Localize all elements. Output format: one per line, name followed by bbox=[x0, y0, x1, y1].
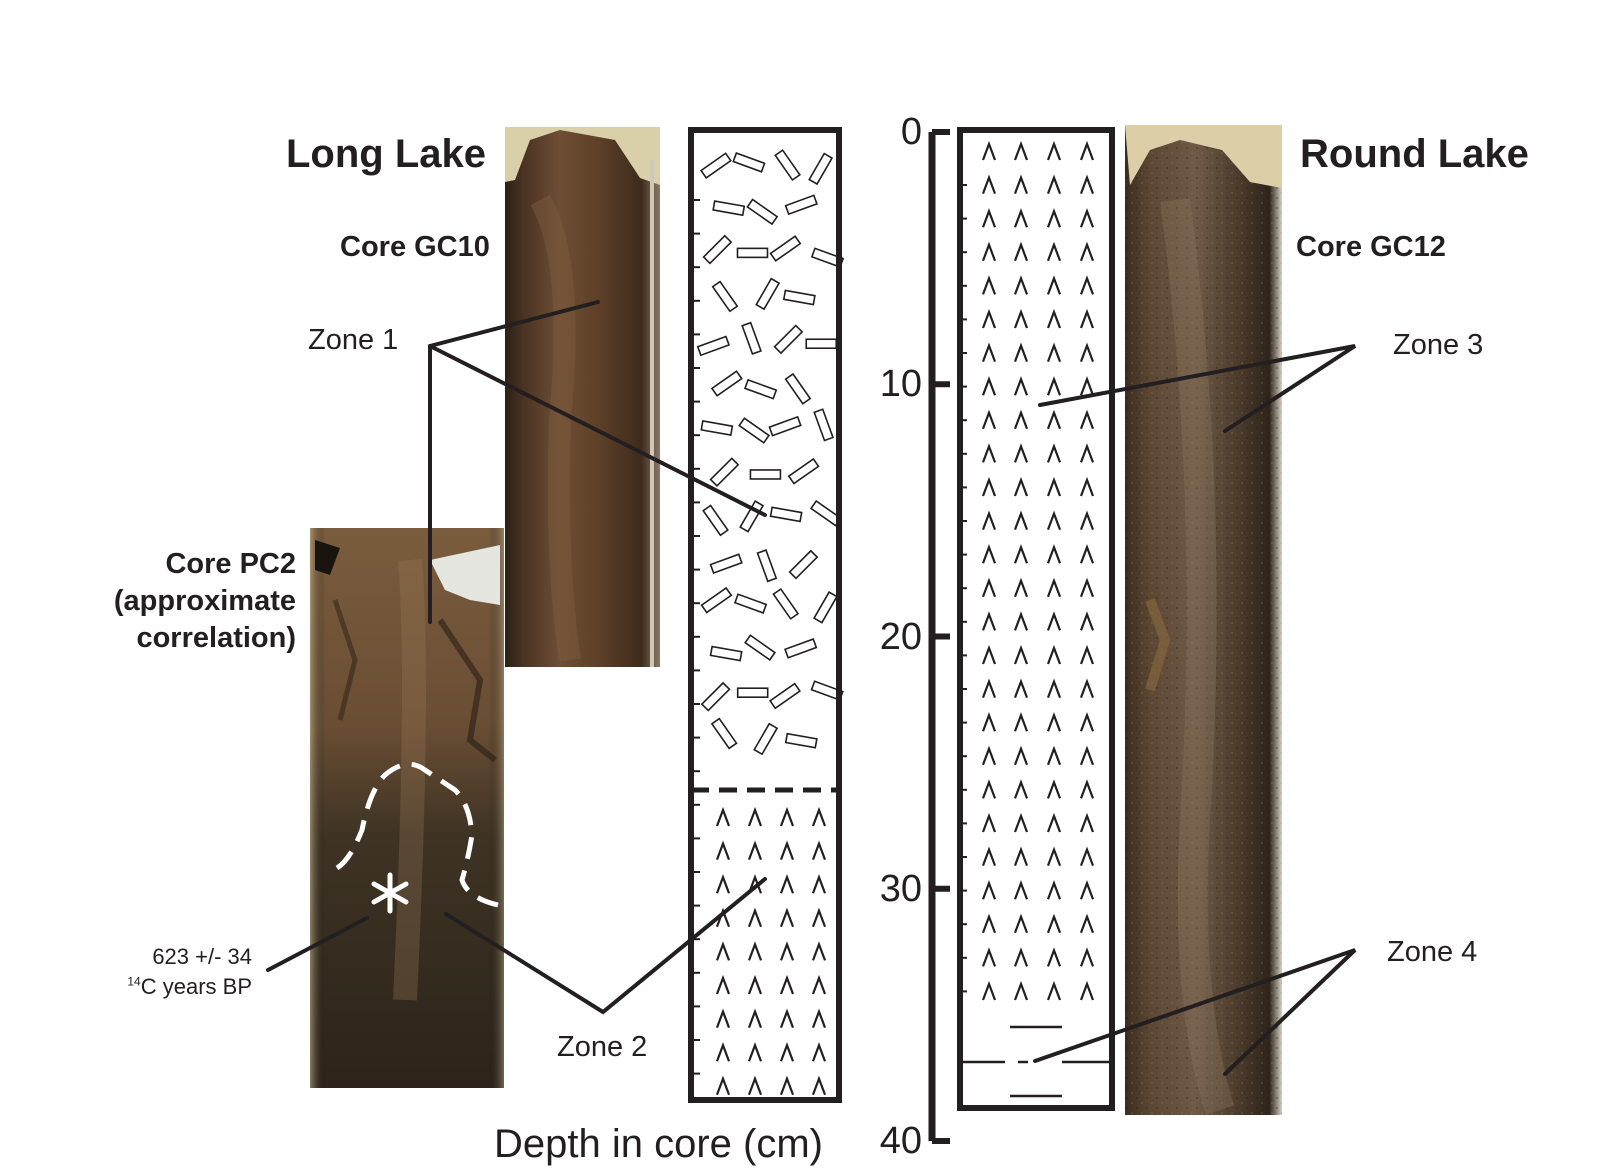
depth-tick-label-10: 10 bbox=[879, 363, 922, 406]
leader-zone2 bbox=[444, 877, 767, 1015]
radiocarbon-date-line2: 14C years BP bbox=[127, 972, 252, 1002]
leader-radiocarbon bbox=[266, 916, 369, 972]
lake-title-round: Round Lake bbox=[1300, 132, 1529, 176]
zone-label-4: Zone 4 bbox=[1387, 936, 1478, 968]
core-label-gc12: Core GC12 bbox=[1296, 231, 1446, 263]
depth-tick-label-40: 40 bbox=[879, 1120, 922, 1162]
depth-tick-label-0: 0 bbox=[900, 111, 922, 153]
lake-title-long: Long Lake bbox=[286, 132, 487, 176]
dashed-outline bbox=[335, 761, 499, 908]
core-label-pc2-line1: Core PC2 bbox=[165, 548, 296, 580]
depth-axis-title: Depth in core (cm) bbox=[494, 1122, 823, 1166]
column-ticks-right bbox=[959, 184, 967, 993]
core-gc12-photo bbox=[1125, 125, 1282, 1115]
leader-zone1-gc10 bbox=[428, 300, 600, 348]
chevron-pattern-lower bbox=[715, 806, 827, 1096]
leader-zone1-column bbox=[428, 344, 767, 517]
radiocarbon-date-label: 623 +/- 34 14C years BP bbox=[127, 942, 252, 1001]
radiocarbon-unit: C years BP bbox=[140, 973, 252, 999]
core-label-pc2: Core PC2 (approximate correlation) bbox=[114, 546, 296, 657]
core-label-gc10: Core GC10 bbox=[340, 231, 490, 263]
depth-tick-label-20: 20 bbox=[879, 615, 922, 658]
zone-label-1: Zone 1 bbox=[308, 324, 399, 356]
depth-tick-label-30: 30 bbox=[879, 867, 922, 910]
core-label-pc2-line2: (approximate bbox=[113, 585, 296, 618]
lithology-column-long-lake bbox=[688, 127, 845, 1103]
leader-zone4 bbox=[1033, 948, 1357, 1076]
depth-axis bbox=[928, 129, 950, 1144]
lithology-column-round-lake bbox=[957, 127, 1115, 1111]
core-label-pc2-line3: correlation) bbox=[136, 622, 296, 655]
column-ticks-left bbox=[692, 199, 700, 1075]
chevron-pattern bbox=[981, 140, 1095, 1001]
asterisk-marker bbox=[371, 872, 409, 914]
clay-dash-pattern bbox=[963, 1025, 1110, 1098]
zone-label-3: Zone 3 bbox=[1393, 329, 1484, 361]
core-pc2-photo bbox=[310, 528, 504, 1088]
radiocarbon-isotope: 14 bbox=[127, 974, 141, 989]
zone-label-2: Zone 2 bbox=[557, 1031, 648, 1063]
leader-lines bbox=[266, 300, 1357, 1076]
radiocarbon-date-line1: 623 +/- 34 bbox=[152, 944, 252, 969]
fragment-pattern bbox=[696, 149, 845, 756]
leader-zone3 bbox=[1038, 344, 1357, 433]
